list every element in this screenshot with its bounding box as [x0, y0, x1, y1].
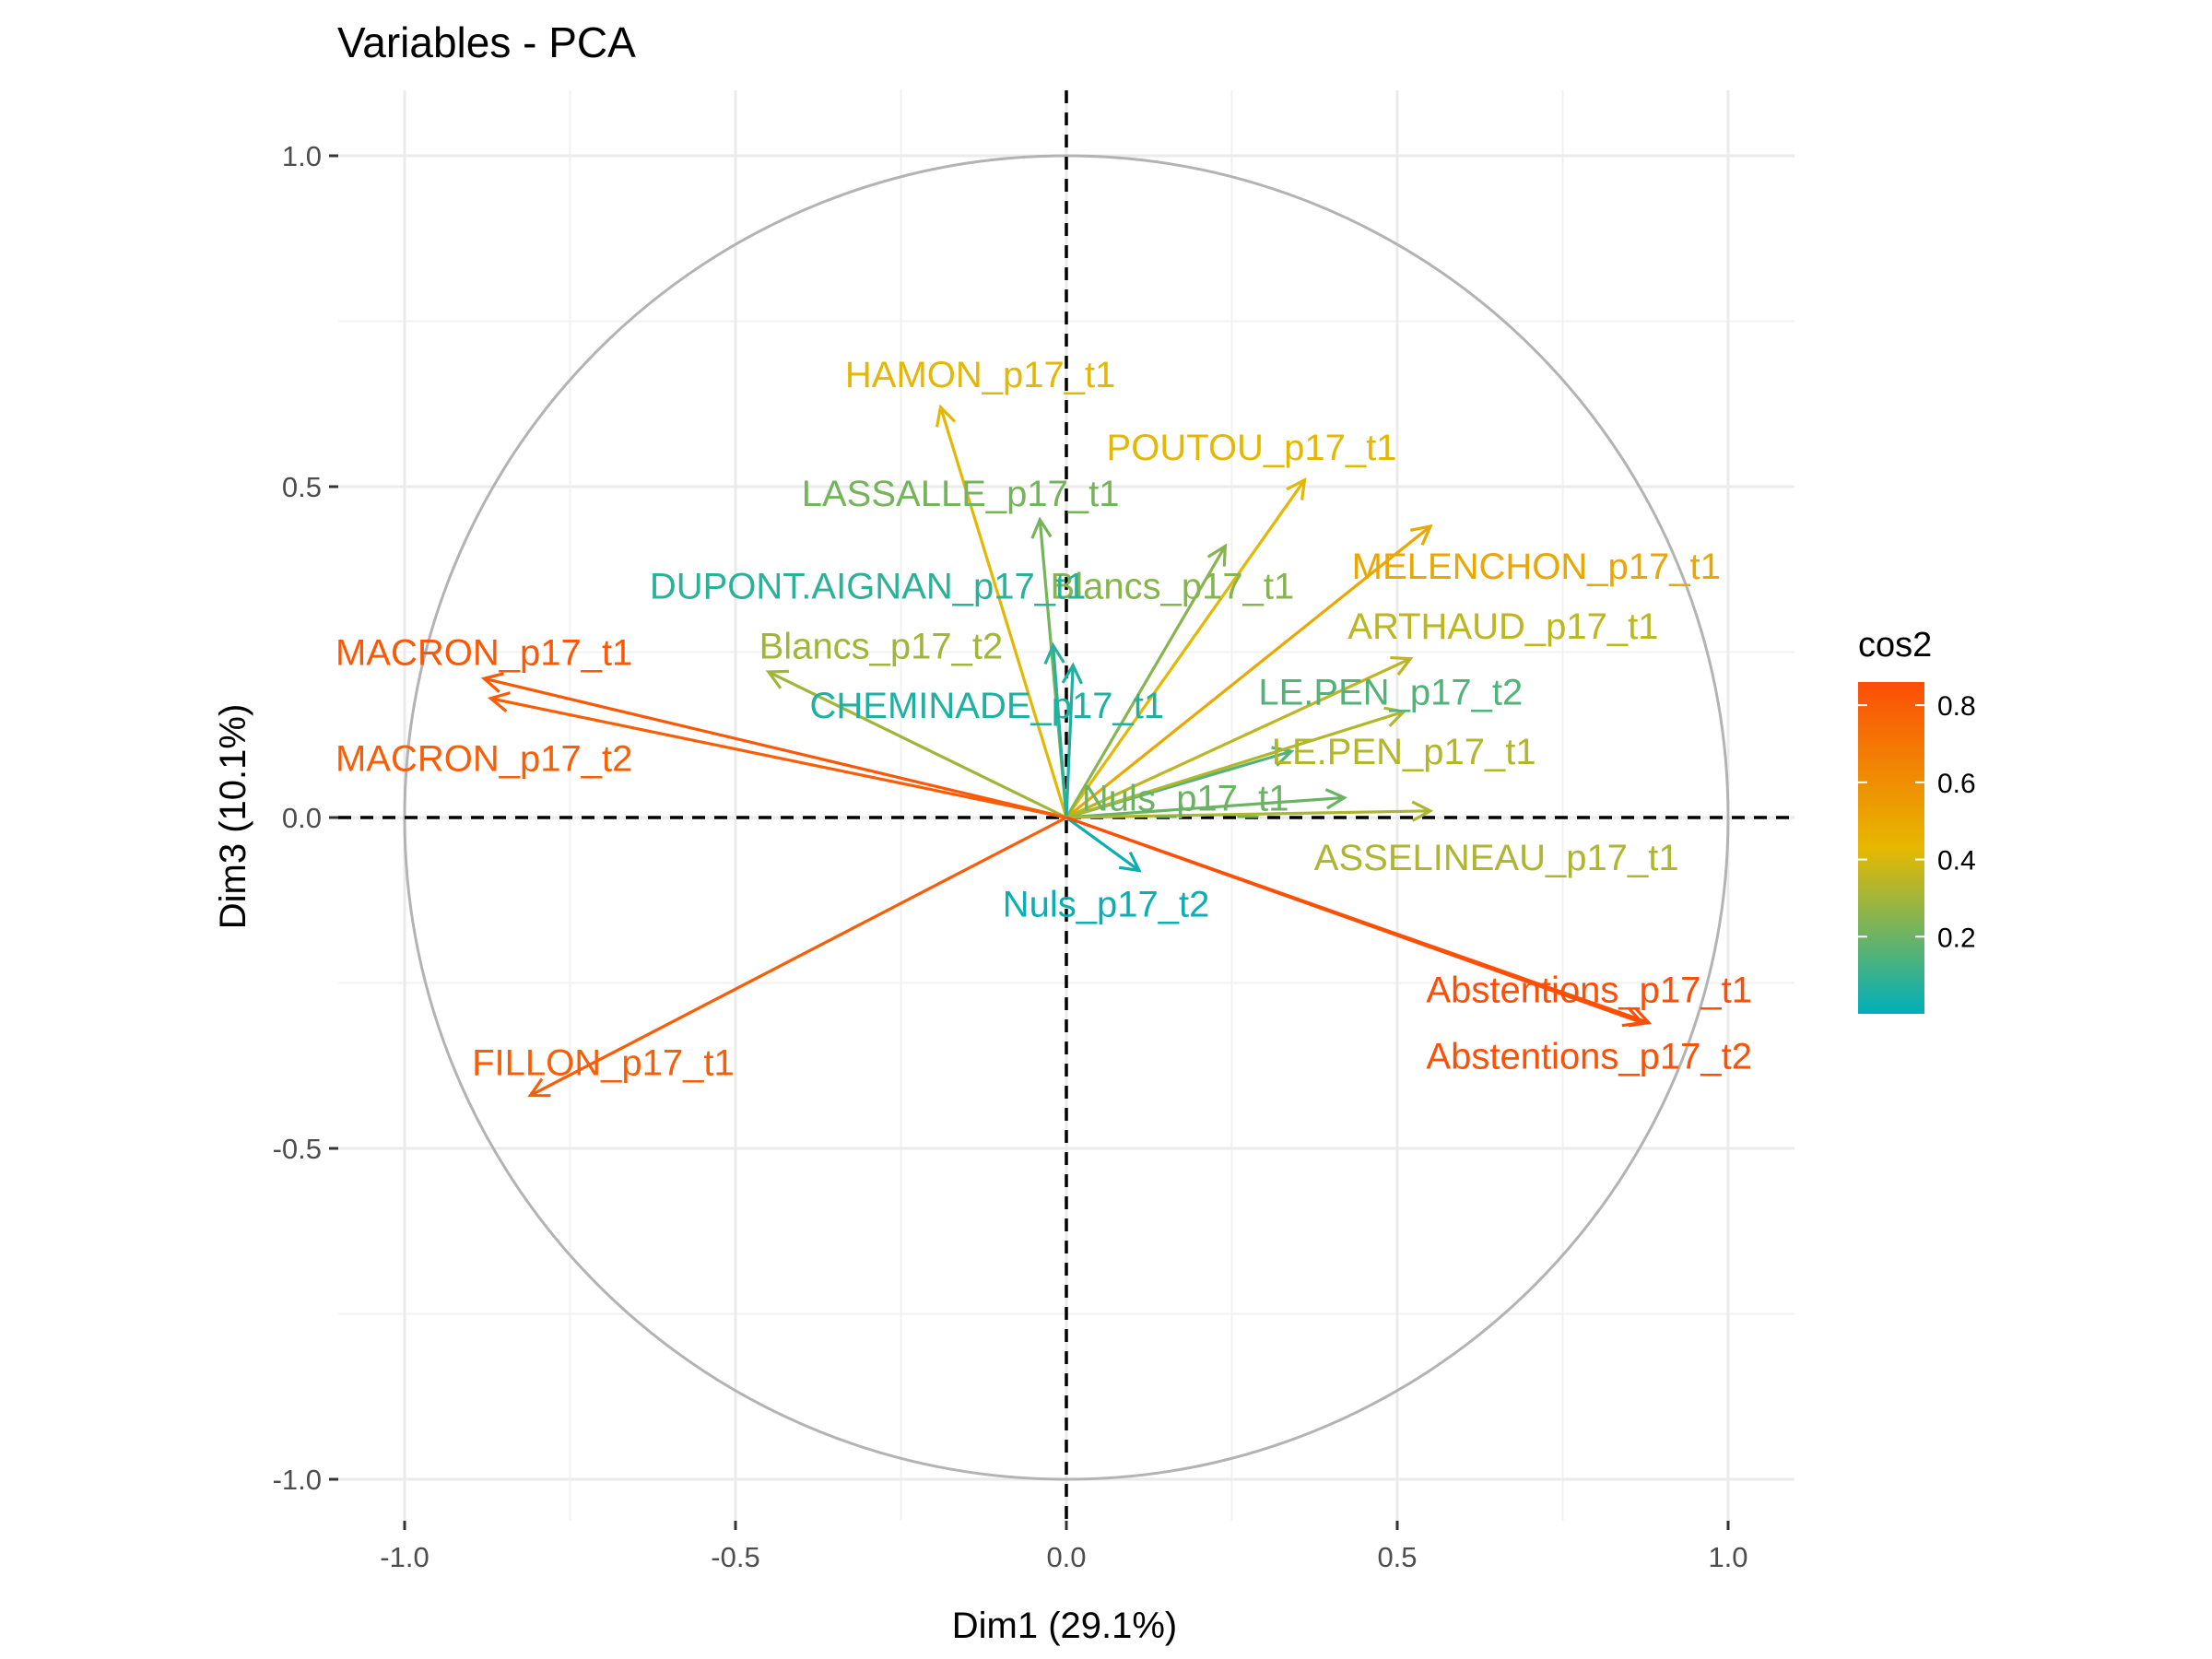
x-axis-title: Dim1 (29.1%)	[952, 1606, 1178, 1646]
arrow-blancs-p17-t1	[1065, 545, 1227, 818]
y-axis-title: Dim3 (10.1%)	[213, 704, 253, 930]
arrow-head	[765, 669, 789, 689]
x-tick-label: 0.5	[1377, 1541, 1417, 1573]
arrow-head	[1621, 1006, 1645, 1028]
axis-ticks: -1.0 -0.5 0.0 0.5 1.0 1.0 0.5 0.0 -0.5 -1.0	[273, 140, 1748, 1573]
arrow-head	[1271, 746, 1295, 767]
label-melenchon-p17-t1: MELENCHON_p17_t1	[1352, 547, 1721, 587]
arrow-head	[1390, 655, 1414, 677]
label-le-pen-p17-t1: LE.PEN_p17_t1	[1272, 732, 1536, 772]
legend-ticks: 0.8 0.6 0.4 0.2	[1858, 691, 1976, 953]
arrow-head	[1206, 543, 1228, 567]
x-tick-label: 1.0	[1708, 1541, 1747, 1573]
arrow-abstentions-p17-t2	[1065, 816, 1643, 1025]
label-macron-p17-t1: MACRON_p17_t1	[335, 633, 632, 674]
label-blancs-p17-t1: Blancs_p17_t1	[1051, 567, 1295, 607]
arrow-head	[1030, 516, 1053, 539]
arrow-melenchon-p17-t1	[1065, 524, 1431, 819]
arrow-dupont-aignan-p17-t1	[1052, 645, 1068, 818]
arrow-cheminade-p17-t1	[1065, 665, 1075, 818]
y-tick-label: 0.5	[282, 471, 322, 503]
arrow-head	[1118, 852, 1142, 873]
arrow-asselineau-p17-t1	[1065, 809, 1430, 819]
x-tick-label: 0.0	[1046, 1541, 1086, 1573]
arrow-head	[1043, 641, 1065, 665]
label-nuls-p17-t1: Nuls_p17_t1	[1082, 778, 1289, 818]
legend-tick-label: 0.2	[1937, 923, 1976, 953]
label-poutou-p17-t1: POUTOU_p17_t1	[1107, 428, 1397, 468]
arrow-head	[1324, 788, 1347, 810]
arrow-nuls-p17-t2	[1065, 816, 1140, 872]
arrow-head	[1383, 706, 1407, 727]
label-blancs-p17-t2: Blancs_p17_t2	[759, 626, 1004, 666]
variable-labels: HAMON_p17_t1 LASSALLE_p17_t1 POUTOU_p17_t1…	[335, 355, 1752, 1084]
arrow-head	[487, 691, 511, 712]
x-tick-label: -0.5	[711, 1541, 759, 1573]
arrow-head	[1286, 477, 1307, 500]
legend-tick-label: 0.6	[1937, 769, 1976, 799]
arrow-macron-p17-t2	[490, 697, 1067, 819]
legend-title: cos2	[1858, 626, 1932, 665]
legend-color-bar	[1858, 682, 1924, 1014]
arrow-le-pen-p17-t1	[1065, 710, 1405, 819]
label-hamon-p17-t1: HAMON_p17_t1	[845, 355, 1115, 395]
variable-arrows	[480, 404, 1653, 1098]
label-cheminade-p17-t1: CHEMINADE_p17_t1	[810, 686, 1165, 726]
label-asselineau-p17-t1: ASSELINEAU_p17_t1	[1314, 838, 1679, 878]
y-tick-label: -0.5	[273, 1133, 322, 1165]
legend-tick-label: 0.8	[1937, 691, 1976, 722]
y-tick-label: -1.0	[273, 1464, 322, 1496]
label-le-pen-p17-t2: LE.PEN_p17_t2	[1258, 673, 1523, 713]
arrow-macron-p17-t1	[483, 677, 1067, 819]
legend-tick-label: 0.4	[1937, 846, 1976, 877]
label-abstentions-p17-t1: Abstentions_p17_t1	[1426, 971, 1752, 1011]
arrow-fillon-p17-t1	[529, 816, 1067, 1097]
arrow-head	[1061, 662, 1083, 685]
arrow-hamon-p17-t1	[939, 406, 1068, 818]
x-tick-label: -1.0	[380, 1541, 429, 1573]
arrow-head	[527, 1077, 551, 1098]
label-abstentions-p17-t2: Abstentions_p17_t2	[1426, 1036, 1752, 1077]
arrow-blancs-p17-t2	[768, 670, 1067, 819]
label-dupont-aignan-p17-t1: DUPONT.AIGNAN_p17_t1	[650, 567, 1087, 607]
label-nuls-p17-t2: Nuls_p17_t2	[1003, 884, 1210, 924]
label-fillon-p17-t1: FILLON_p17_t1	[472, 1043, 735, 1084]
arrow-nuls-p17-t1	[1065, 795, 1345, 819]
arrow-head	[1411, 800, 1434, 822]
arrow-head	[480, 672, 504, 693]
arrow-poutou-p17-t1	[1065, 478, 1306, 818]
y-tick-label: 0.0	[282, 802, 322, 834]
arrow-head	[1409, 524, 1433, 546]
y-tick-label: 1.0	[282, 140, 322, 172]
label-arthaud-p17-t1: ARTHAUD_p17_t1	[1347, 606, 1658, 647]
label-lassalle-p17-t1: LASSALLE_p17_t1	[802, 474, 1120, 514]
arrow-arthaud-p17-t1	[1065, 657, 1412, 819]
label-macron-p17-t2: MACRON_p17_t2	[335, 738, 632, 779]
chart-title: Variables - PCA	[337, 18, 636, 66]
cos2-legend: cos2 0.8 0.6 0.4 0.2	[1858, 626, 1976, 1014]
arrow-head	[935, 404, 957, 428]
